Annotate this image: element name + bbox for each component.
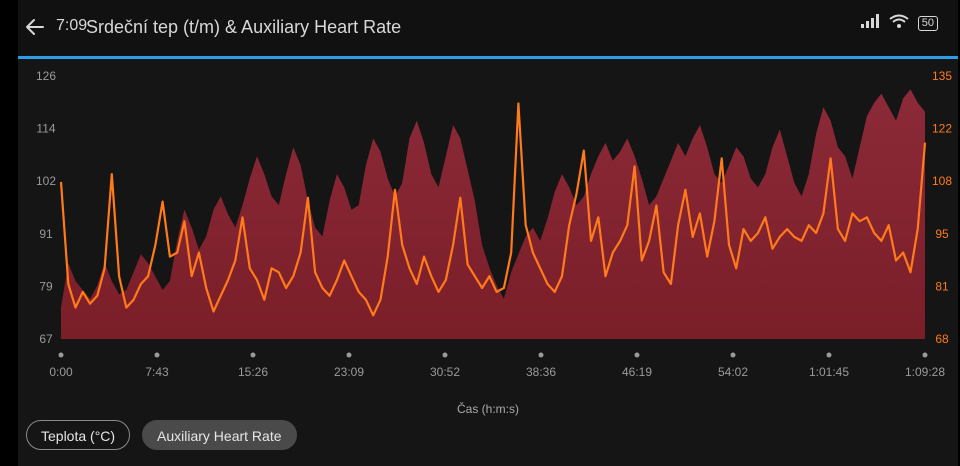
x-tick-dot: [58, 352, 64, 358]
app-bar: [18, 0, 958, 56]
y-left-tick-label: 114: [36, 122, 55, 136]
page-title: Srdeční tep (t/m) & Auxiliary Heart Rate: [86, 17, 402, 37]
back-arrow-icon[interactable]: [24, 16, 46, 38]
x-tick-label: 46:19: [622, 365, 652, 379]
status-time: 7:09: [56, 17, 88, 34]
x-tick-label: 1:09:28: [905, 365, 945, 379]
signal-icon: [860, 14, 879, 33]
x-tick-label: 30:52: [430, 365, 460, 379]
header-accent-line: [18, 56, 958, 59]
y-right-tick-label: 95: [935, 227, 949, 241]
x-tick-dot: [922, 352, 928, 358]
x-tick-dot: [826, 352, 832, 358]
y-right-tick-label: 122: [932, 122, 952, 136]
y-right-tick-label: 68: [935, 332, 949, 346]
y-left-tick-label: 91: [39, 227, 53, 241]
x-tick-label: 7:43: [145, 365, 169, 379]
chip-auxiliary-heart-rate[interactable]: Auxiliary Heart Rate: [142, 420, 297, 450]
heart-rate-chart: 126 114 102 91 79 67 135 122 108 95 81 68 0:00 7:43 15…: [36, 69, 952, 379]
x-tick-label: 1:01:45: [809, 365, 849, 379]
x-tick-label: 54:02: [718, 365, 748, 379]
x-tick-dot: [442, 352, 448, 358]
x-tick-dot: [538, 352, 544, 358]
y-left-tick-label: 67: [39, 332, 53, 346]
series-area-heart-rate: [61, 89, 925, 340]
x-axis-title: Čas (h:m:s): [456, 402, 519, 416]
x-tick-label: 0:00: [49, 365, 73, 379]
x-tick-label: 38:36: [526, 365, 556, 379]
x-tick-dot: [346, 352, 352, 358]
chip-temperature[interactable]: Teplota (°C): [26, 420, 131, 450]
status-icons: 50: [860, 14, 938, 38]
x-tick-label: 23:09: [334, 365, 364, 379]
battery-icon: 50: [917, 16, 938, 31]
series-line-auxiliary-heart-rate: [59, 102, 927, 317]
x-tick-dot: [250, 352, 256, 358]
y-right-tick-label: 108: [932, 174, 952, 188]
x-tick-dot: [154, 352, 160, 358]
y-right-tick-label: 81: [935, 279, 949, 293]
wifi-icon: [889, 14, 909, 33]
y-left-tick-label: 102: [36, 174, 56, 188]
y-right-tick-label: 135: [932, 69, 952, 83]
y-left-tick-label: 126: [36, 69, 56, 83]
x-tick-dot: [634, 352, 640, 358]
x-tick-dot: [730, 352, 736, 358]
x-tick-label: 15:26: [238, 365, 268, 379]
y-left-tick-label: 79: [39, 279, 53, 293]
